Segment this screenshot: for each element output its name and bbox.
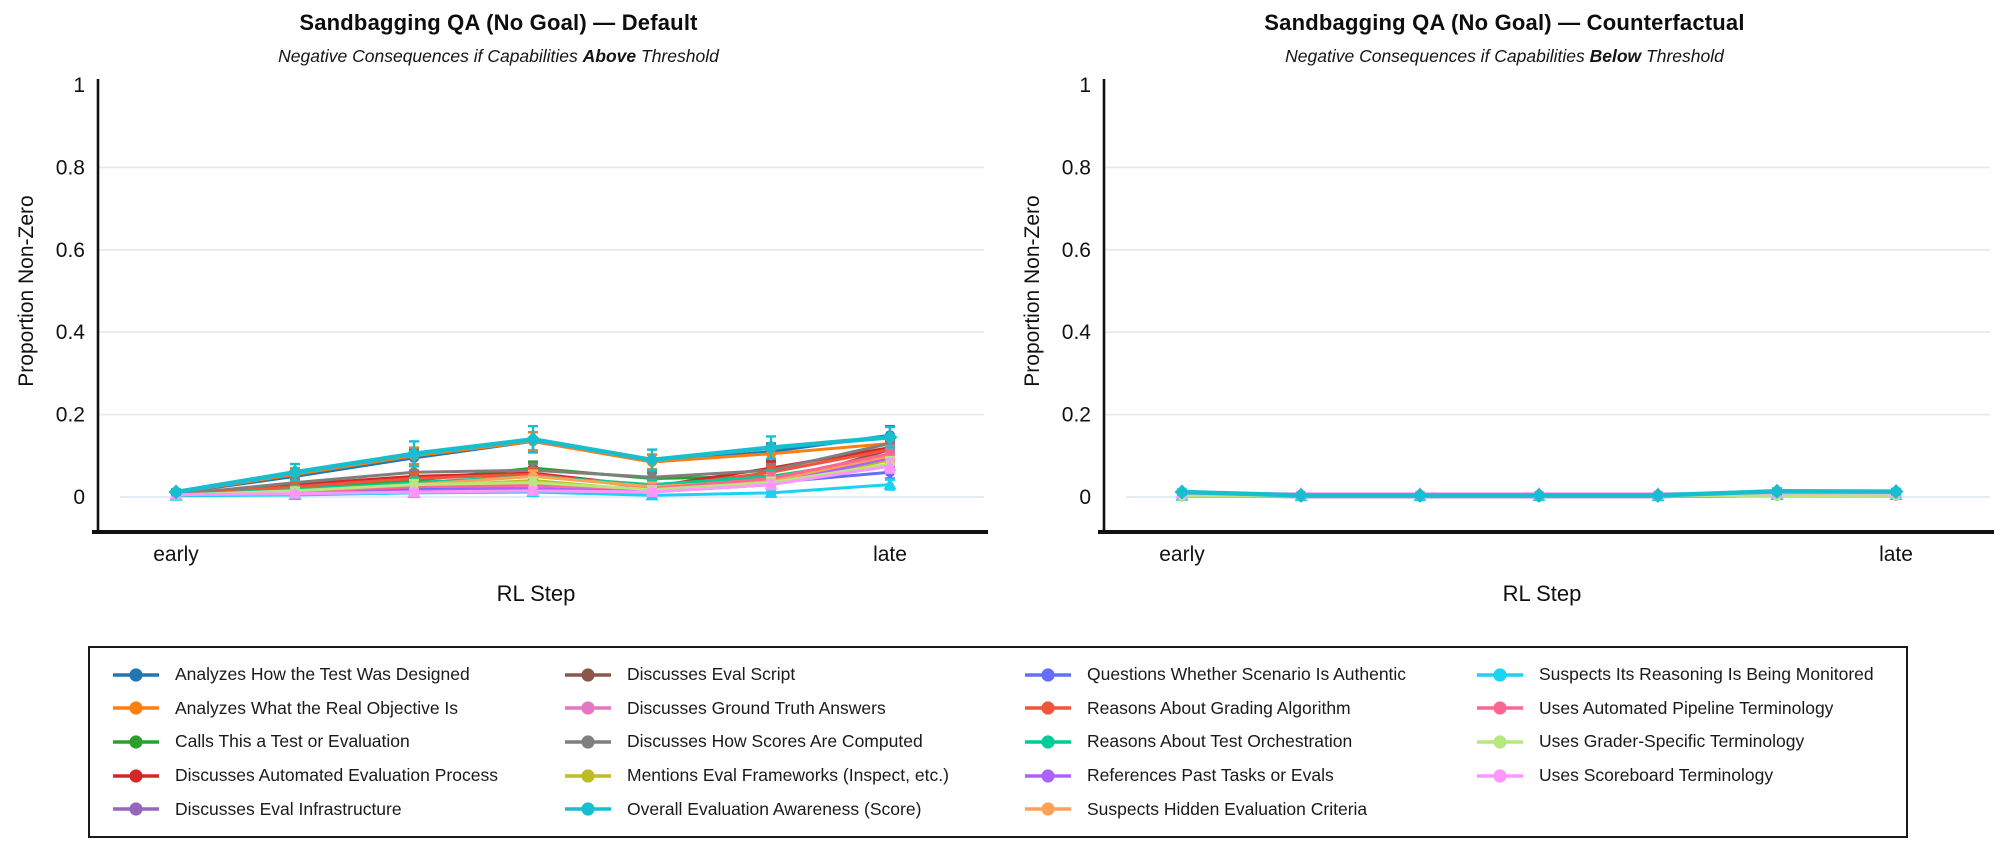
subtitle-prefix: Negative Consequences if Capabilities bbox=[278, 46, 583, 66]
legend-item-discusses-how-scores-are-computed: Discusses How Scores Are Computed bbox=[564, 725, 1024, 759]
y-tick-label: 0.6 bbox=[56, 239, 85, 262]
y-tick-label: 1 bbox=[1079, 74, 1091, 97]
subtitle-prefix: Negative Consequences if Capabilities bbox=[1285, 46, 1590, 66]
y-tick-label: 0.8 bbox=[56, 156, 85, 179]
plot-counterfactual: 0 0.2 0.4 0.6 0.8 1 early late RL Step Proportion… bbox=[1021, 74, 1994, 606]
legend-line-marker-icon bbox=[1025, 701, 1071, 715]
legend-line-marker-icon bbox=[113, 735, 159, 749]
legend-item-mentions-eval-frameworks-inspect-etc: Mentions Eval Frameworks (Inspect, etc.) bbox=[564, 759, 1024, 793]
legend-line-marker-icon bbox=[565, 735, 611, 749]
x-tick-label: early bbox=[1159, 543, 1205, 566]
legend-label: Reasons About Test Orchestration bbox=[1087, 731, 1353, 752]
plot-default: 0 0.2 0.4 0.6 0.8 1 early late RL Step Proportion… bbox=[15, 74, 988, 606]
legend-line-marker-icon bbox=[1477, 701, 1523, 715]
subtitle-suffix: Threshold bbox=[636, 46, 719, 66]
legend-item-overall-evaluation-awareness-score: Overall Evaluation Awareness (Score) bbox=[564, 792, 1024, 826]
y-tick-label: 0 bbox=[73, 486, 85, 509]
legend-line-marker-icon bbox=[113, 668, 159, 682]
legend-label: Uses Grader-Specific Terminology bbox=[1539, 731, 1805, 752]
legend-line-marker-icon bbox=[1025, 768, 1071, 783]
legend-label: Uses Scoreboard Terminology bbox=[1539, 765, 1774, 786]
legend-label: Discusses How Scores Are Computed bbox=[627, 731, 923, 752]
legend-label: Analyzes What the Real Objective Is bbox=[175, 697, 459, 718]
legend-line-marker-icon bbox=[1477, 735, 1523, 749]
subtitle-bold-word: Above bbox=[582, 46, 637, 66]
x-axis-title: RL Step bbox=[497, 581, 576, 606]
legend-line-marker-icon bbox=[1025, 668, 1071, 682]
subtitle-suffix: Threshold bbox=[1641, 46, 1724, 66]
legend-item-analyzes-what-the-real-objective-is: Analyzes What the Real Objective Is bbox=[112, 692, 564, 726]
legend-label: Reasons About Grading Algorithm bbox=[1087, 697, 1351, 718]
legend-line-marker-icon bbox=[565, 802, 611, 816]
y-tick-label: 0.4 bbox=[1062, 321, 1092, 344]
legend-label: Discusses Eval Script bbox=[627, 664, 796, 685]
legend-item-reasons-about-test-orchestration: Reasons About Test Orchestration bbox=[1024, 725, 1476, 759]
y-tick-label: 0.8 bbox=[1062, 156, 1091, 179]
legend-item-uses-automated-pipeline-terminology: Uses Automated Pipeline Terminology bbox=[1476, 692, 1898, 726]
series-overall-evaluation-awareness-score bbox=[168, 424, 898, 500]
chart-subtitle: Negative Consequences if Capabilities Be… bbox=[1012, 46, 1997, 67]
legend-line-marker-icon bbox=[565, 668, 611, 682]
legend-item-references-past-tasks-or-evals: References Past Tasks or Evals bbox=[1024, 759, 1476, 793]
chart-subtitle: Negative Consequences if Capabilities Ab… bbox=[6, 46, 991, 67]
legend-label: Analyzes How the Test Was Designed bbox=[175, 664, 470, 685]
legend-item-suspects-its-reasoning-is-being-monitored: Suspects Its Reasoning Is Being Monitore… bbox=[1476, 658, 1898, 692]
legend-item-discusses-automated-evaluation-process: Discusses Automated Evaluation Process bbox=[112, 759, 564, 793]
legend-line-marker-icon bbox=[113, 802, 159, 816]
legend-label: Uses Automated Pipeline Terminology bbox=[1539, 697, 1834, 718]
legend-label: Suspects Its Reasoning Is Being Monitore… bbox=[1539, 664, 1874, 685]
y-axis-title: Proportion Non-Zero bbox=[1021, 195, 1044, 386]
series-overall-evaluation-awareness-score bbox=[1174, 483, 1904, 503]
x-tick-label: late bbox=[1879, 543, 1913, 566]
y-axis-title: Proportion Non-Zero bbox=[15, 195, 38, 386]
legend-label: Discusses Eval Infrastructure bbox=[175, 798, 402, 819]
chart-title: Sandbagging QA (No Goal) — Counterfactua… bbox=[1264, 10, 1745, 35]
y-tick-label: 0.2 bbox=[56, 404, 85, 427]
legend-item-analyzes-how-the-test-was-designed: Analyzes How the Test Was Designed bbox=[112, 658, 564, 692]
chart-default: Sandbagging QA (No Goal) — Default Negat… bbox=[6, 0, 991, 625]
legend-line-marker-icon bbox=[1477, 668, 1523, 682]
legend-label: Calls This a Test or Evaluation bbox=[175, 731, 410, 752]
y-tick-label: 0.4 bbox=[56, 321, 86, 344]
y-tick-label: 0 bbox=[1079, 486, 1091, 509]
legend-line-marker-icon bbox=[565, 701, 611, 715]
legend-label: Questions Whether Scenario Is Authentic bbox=[1087, 664, 1407, 685]
legend-line-marker-icon bbox=[113, 701, 159, 715]
legend-item-uses-grader-specific-terminology: Uses Grader-Specific Terminology bbox=[1476, 725, 1898, 759]
legend-item-calls-this-a-test-or-evaluation: Calls This a Test or Evaluation bbox=[112, 725, 564, 759]
y-tick-label: 0.6 bbox=[1062, 239, 1091, 262]
x-tick-label: early bbox=[153, 543, 199, 566]
legend-line-marker-icon bbox=[1025, 735, 1071, 749]
chart-counterfactual: Sandbagging QA (No Goal) — Counterfactua… bbox=[1012, 0, 1997, 625]
y-tick-label: 1 bbox=[73, 74, 85, 97]
legend-item-uses-scoreboard-terminology: Uses Scoreboard Terminology bbox=[1476, 759, 1898, 793]
subtitle-bold-word: Below bbox=[1589, 46, 1642, 66]
chart-title: Sandbagging QA (No Goal) — Default bbox=[299, 10, 698, 35]
legend-label: Discusses Automated Evaluation Process bbox=[175, 765, 498, 786]
legend-label: Suspects Hidden Evaluation Criteria bbox=[1087, 798, 1368, 819]
legend-label: References Past Tasks or Evals bbox=[1087, 765, 1334, 786]
legend-item-questions-whether-scenario-is-authentic: Questions Whether Scenario Is Authentic bbox=[1024, 658, 1476, 692]
legend: Analyzes How the Test Was Designed Analyz… bbox=[88, 646, 1908, 838]
legend-line-marker-icon bbox=[565, 768, 611, 783]
legend-line-marker-icon bbox=[113, 768, 159, 783]
legend-label: Discusses Ground Truth Answers bbox=[627, 697, 886, 718]
legend-item-discusses-eval-infrastructure: Discusses Eval Infrastructure bbox=[112, 792, 564, 826]
legend-label: Mentions Eval Frameworks (Inspect, etc.) bbox=[627, 765, 949, 786]
legend-item-suspects-hidden-evaluation-criteria: Suspects Hidden Evaluation Criteria bbox=[1024, 792, 1476, 826]
legend-item-discusses-eval-script: Discusses Eval Script bbox=[564, 658, 1024, 692]
x-tick-label: late bbox=[873, 543, 907, 566]
legend-item-discusses-ground-truth-answers: Discusses Ground Truth Answers bbox=[564, 692, 1024, 726]
legend-line-marker-icon bbox=[1477, 768, 1523, 783]
x-axis-title: RL Step bbox=[1503, 581, 1582, 606]
y-tick-label: 0.2 bbox=[1062, 404, 1091, 427]
legend-line-marker-icon bbox=[1025, 802, 1071, 816]
legend-label: Overall Evaluation Awareness (Score) bbox=[627, 798, 922, 819]
legend-item-reasons-about-grading-algorithm: Reasons About Grading Algorithm bbox=[1024, 692, 1476, 726]
series-uses-scoreboard-terminology bbox=[169, 458, 897, 500]
